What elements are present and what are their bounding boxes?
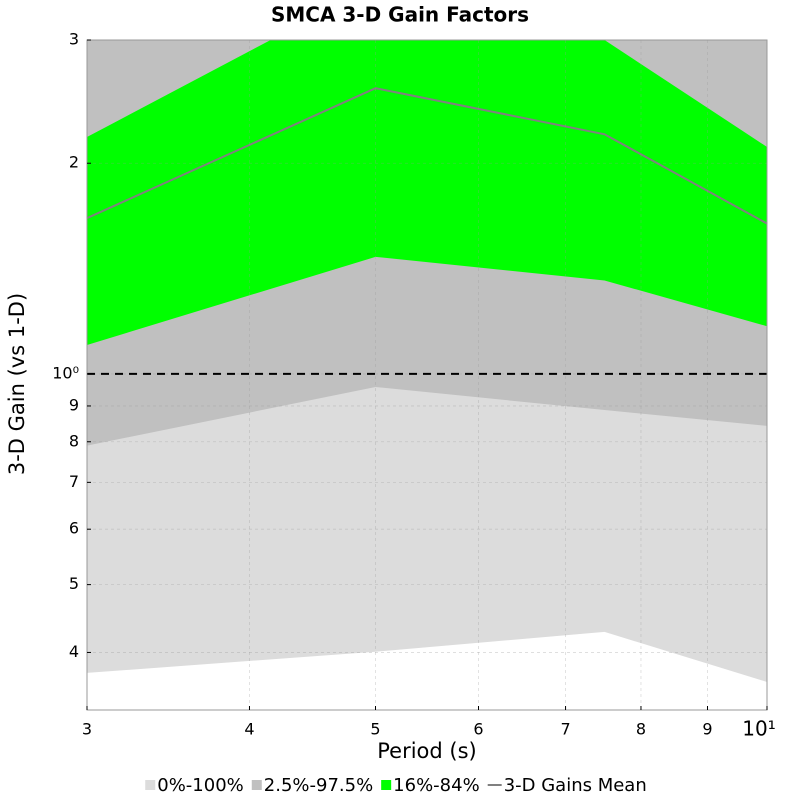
x-tick-label: 3 — [82, 720, 92, 739]
plot-area — [87, 40, 767, 710]
y-tick-label: 8 — [69, 431, 79, 450]
legend-item: 0%-100% — [145, 775, 244, 796]
x-tick-label: 7 — [560, 720, 570, 739]
legend-swatch — [251, 780, 262, 790]
chart-title: SMCA 3-D Gain Factors — [271, 3, 529, 27]
plot-border — [86, 39, 768, 711]
legend-item: 3-D Gains Mean — [487, 775, 647, 796]
y-tick-label: 4 — [69, 642, 79, 661]
legend-label: 3-D Gains Mean — [504, 775, 647, 796]
x-tick-label: 6 — [473, 720, 483, 739]
legend-label: 2.5%-97.5% — [264, 775, 373, 796]
band-area — [87, 40, 767, 345]
legend-item: 2.5%-97.5% — [251, 775, 373, 796]
legend-swatch — [381, 780, 392, 790]
x-tick-label: 4 — [244, 720, 254, 739]
legend-swatch — [145, 780, 156, 790]
x-tick-label: 9 — [702, 720, 712, 739]
y-tick-label: 10⁰ — [52, 363, 79, 382]
y-tick-label: 5 — [69, 574, 79, 593]
x-tick-label: 10¹ — [742, 717, 775, 741]
x-axis-label: Period (s) — [377, 739, 476, 763]
y-axis-label: 3-D Gain (vs 1-D) — [5, 293, 29, 475]
legend-label: 16%-84% — [393, 775, 480, 796]
y-tick-label: 7 — [69, 472, 79, 491]
x-tick-label: 5 — [370, 720, 380, 739]
x-tick-label: 8 — [636, 720, 646, 739]
y-tick-label: 2 — [69, 153, 79, 172]
legend-item: 16%-84% — [381, 775, 480, 796]
legend: 0%-100% 2.5%-97.5% 16%-84% 3-D Gains Mean — [145, 775, 647, 796]
y-tick-label: 3 — [69, 30, 79, 49]
y-tick-label: 9 — [69, 395, 79, 414]
legend-label: 0%-100% — [157, 775, 244, 796]
axes: 3 4 5 6 7 8 9 10¹ 4 5 6 7 8 9 10⁰ 2 3 — [52, 30, 776, 741]
mean-line — [87, 87, 767, 225]
y-tick-label: 6 — [69, 519, 79, 538]
